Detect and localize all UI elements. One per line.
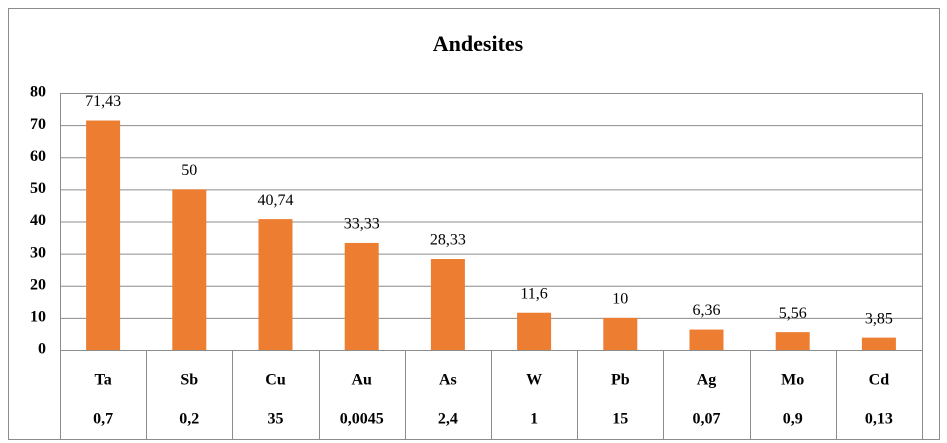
y-tick-label: 40: [30, 212, 46, 229]
bar: [517, 312, 552, 350]
bar: [86, 120, 121, 350]
bar: [775, 332, 810, 350]
x-tick-label: Ag: [697, 372, 717, 389]
y-tick-label: 20: [30, 276, 46, 293]
x-tick-label: Ta: [94, 372, 111, 389]
category-value: 0,2: [179, 411, 199, 428]
x-tick-label: As: [439, 372, 457, 389]
category-value: 0,7: [93, 411, 113, 428]
bar: [603, 317, 638, 350]
bar: [258, 219, 293, 350]
bar: [430, 258, 465, 350]
data-label: 3,85: [865, 310, 893, 327]
category-value: 0,07: [693, 411, 721, 428]
data-label: 71,43: [85, 93, 121, 110]
category-value: 2,4: [438, 411, 458, 428]
y-tick-label: 80: [30, 84, 46, 101]
y-tick-label: 0: [38, 341, 46, 358]
x-tick-label: Au: [351, 372, 372, 389]
x-tick-label: Pb: [611, 372, 630, 389]
y-tick-label: 50: [30, 180, 46, 197]
bar: [689, 329, 724, 350]
data-label: 50: [181, 162, 197, 179]
data-label: 33,33: [344, 216, 380, 233]
category-value: 15: [612, 411, 628, 428]
category-value: 0,0045: [340, 411, 384, 428]
y-tick-label: 70: [30, 116, 46, 133]
bar: [861, 337, 896, 350]
data-label: 11,6: [520, 285, 547, 302]
x-tick-label: Cd: [869, 372, 890, 389]
data-label: 28,33: [430, 232, 466, 249]
category-value: 0,9: [783, 411, 803, 428]
y-tick-label: 10: [30, 309, 46, 326]
bar: [344, 242, 379, 350]
y-tick-label: 60: [30, 148, 46, 165]
y-tick-label: 30: [30, 244, 46, 261]
x-tick-label: Sb: [180, 372, 198, 389]
category-value: 1: [530, 411, 538, 428]
data-label: 5,56: [779, 305, 807, 322]
category-value: 35: [268, 411, 284, 428]
data-label: 6,36: [693, 302, 721, 319]
chart-frame: [8, 8, 940, 440]
x-tick-label: Mo: [781, 372, 804, 389]
x-tick-label: W: [526, 372, 542, 389]
chart-title: Andesites: [433, 31, 524, 56]
bar: [172, 189, 207, 350]
category-value: 0,13: [865, 411, 893, 428]
x-tick-label: Cu: [265, 372, 286, 389]
data-label: 40,74: [258, 192, 294, 209]
data-label: 10: [612, 291, 628, 308]
